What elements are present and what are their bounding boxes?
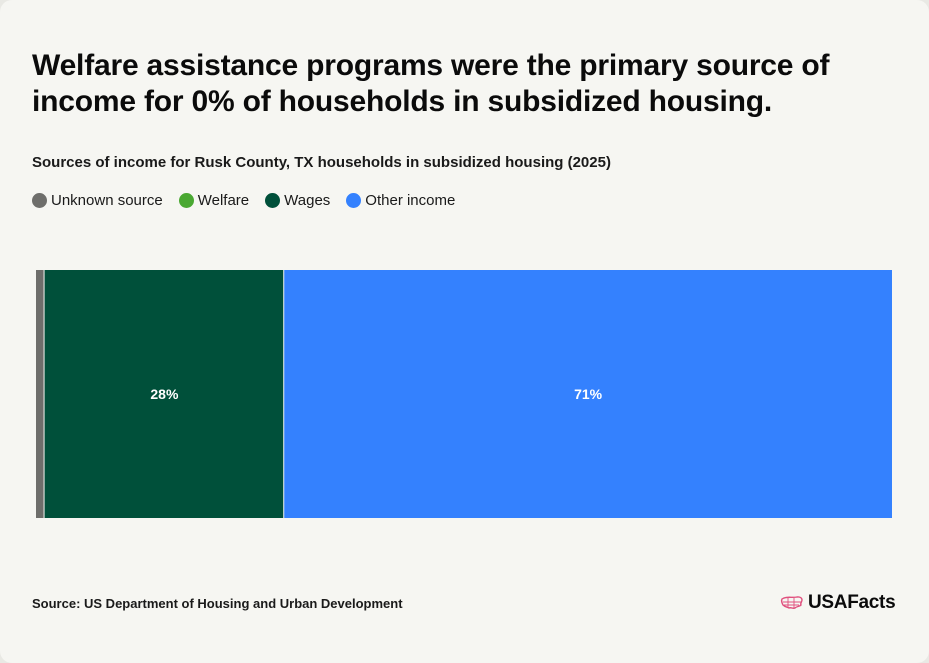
legend: Unknown source Welfare Wages Other incom… [32,192,471,209]
chart-title: Welfare assistance programs were the pri… [32,49,830,118]
legend-item-other-income: Other income [346,192,455,209]
legend-label: Unknown source [51,192,163,209]
legend-swatch-welfare [178,193,194,208]
brand-name: USAFacts [808,592,896,613]
legend-label: Wages [284,192,331,209]
data-label-other-income: 71% [574,386,603,402]
bar-segment-unknown-source [36,270,44,518]
source-note: Source: US Department of Housing and Urb… [32,596,403,611]
bar-segment-wages [44,270,284,518]
legend-swatch-unknown-source [32,193,47,208]
brand-logo: USAFacts [780,592,896,614]
chart-subtitle: Sources of income for Rusk County, TX ho… [32,154,611,171]
legend-label: Other income [365,192,456,209]
legend-swatch-wages [265,193,281,208]
us-map-icon [780,596,803,609]
bar-segment-other-income [284,270,892,518]
legend-swatch-other-income [346,193,362,208]
legend-item-unknown-source: Unknown source [32,192,163,209]
legend-item-wages: Wages [265,192,330,209]
legend-label: Welfare [197,192,250,209]
data-label-wages: 28% [150,386,179,402]
legend-item-welfare: Welfare [178,192,250,209]
